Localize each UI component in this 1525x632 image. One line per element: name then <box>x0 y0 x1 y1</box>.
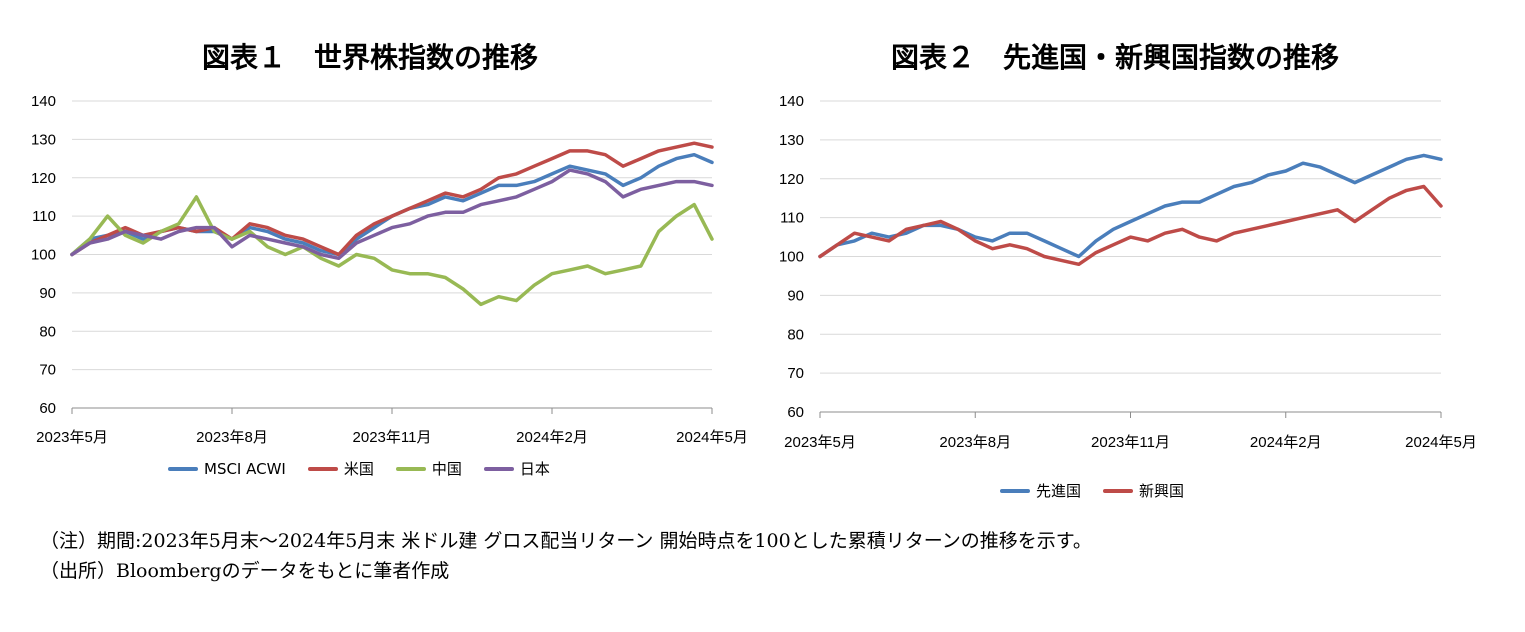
y-tick-label: 100 <box>31 247 56 264</box>
y-tick-label: 70 <box>39 362 56 379</box>
legend-swatch <box>1103 488 1134 493</box>
chart2-legend: 先進国 新興国 <box>1000 480 1184 501</box>
legend-swatch <box>307 466 338 471</box>
y-tick-label: 130 <box>31 131 56 148</box>
series-line-2 <box>70 195 714 307</box>
y-tick-label: 140 <box>779 93 804 110</box>
x-tick-label: 2023年11月 <box>353 429 432 446</box>
y-tick-label: 70 <box>787 365 804 382</box>
legend-label: 米国 <box>343 460 374 478</box>
series-line-1 <box>818 184 1443 267</box>
chart-world-indices: 図表１ 世界株指数の推移 60 70 80 90 100 110 120 130 140 2023… <box>0 0 748 510</box>
legend-item: 先進国 <box>1000 480 1081 501</box>
legend-label: 新興国 <box>1139 482 1185 500</box>
chart1-plot: 60 70 80 90 100 110 120 130 140 2023年5月 2023年8月 202… <box>31 93 748 446</box>
y-tick-label: 60 <box>39 400 56 417</box>
legend-item: 中国 <box>395 458 462 479</box>
legend-label: MSCI ACWI <box>204 459 286 478</box>
legend-label: 中国 <box>431 460 462 478</box>
x-tick-label: 2023年11月 <box>1091 434 1170 451</box>
x-tick-label: 2023年5月 <box>36 429 108 446</box>
chart1-title: 図表１ 世界株指数の推移 <box>201 41 538 74</box>
series-line-3 <box>70 168 714 261</box>
y-tick-label: 110 <box>780 210 804 227</box>
y-tick-label: 120 <box>779 171 804 188</box>
legend-item: 日本 <box>483 458 550 479</box>
y-tick-label: 80 <box>39 323 56 340</box>
x-tick-label: 2024年5月 <box>1405 434 1477 451</box>
chart2-title: 図表２ 先進国・新興国指数の推移 <box>890 41 1339 74</box>
legend-label: 先進国 <box>1036 482 1082 500</box>
legend-swatch <box>395 466 426 471</box>
legend-item: MSCI ACWI <box>168 460 286 478</box>
x-tick-label: 2024年2月 <box>516 429 588 446</box>
x-tick-label: 2023年8月 <box>196 429 268 446</box>
y-tick-label: 80 <box>787 326 804 343</box>
footnotes: （注）期間:2023年5月末～2024年5月末 米ドル建 グロス配当リターン 開… <box>40 526 1092 586</box>
note-source: （出所）Bloombergのデータをもとに筆者作成 <box>40 560 450 582</box>
y-tick-label: 120 <box>31 170 56 187</box>
y-tick-label: 60 <box>787 404 804 421</box>
legend-swatch <box>483 466 514 471</box>
series-line-0 <box>70 152 714 257</box>
chart-developed-emerging: 図表２ 先進国・新興国指数の推移 60 70 80 90 100 110 120 130 140… <box>745 0 1485 510</box>
legend-item: 米国 <box>307 458 374 479</box>
y-tick-label: 140 <box>31 93 56 110</box>
legend-label: 日本 <box>519 460 550 478</box>
legend-swatch <box>1000 488 1030 493</box>
x-tick-label: 2023年5月 <box>784 434 856 451</box>
y-tick-label: 100 <box>779 249 804 266</box>
legend-item: 新興国 <box>1103 480 1184 501</box>
chart1-legend: MSCI ACWI 米国 中国 日本 <box>168 458 550 479</box>
series-line-0 <box>818 153 1443 259</box>
x-tick-label: 2024年5月 <box>676 429 748 446</box>
x-tick-label: 2023年8月 <box>939 434 1011 451</box>
y-tick-label: 90 <box>39 285 56 302</box>
y-tick-label: 110 <box>32 208 56 225</box>
chart2-plot: 60 70 80 90 100 110 120 130 140 2023年5月 2023年8月 202… <box>779 93 1477 451</box>
y-tick-label: 90 <box>787 287 804 304</box>
note-period: （注）期間:2023年5月末～2024年5月末 米ドル建 グロス配当リターン 開… <box>40 530 1092 552</box>
y-tick-label: 130 <box>779 132 804 149</box>
legend-swatch <box>168 466 198 471</box>
series-line-1 <box>70 141 714 257</box>
x-tick-label: 2024年2月 <box>1250 434 1322 451</box>
